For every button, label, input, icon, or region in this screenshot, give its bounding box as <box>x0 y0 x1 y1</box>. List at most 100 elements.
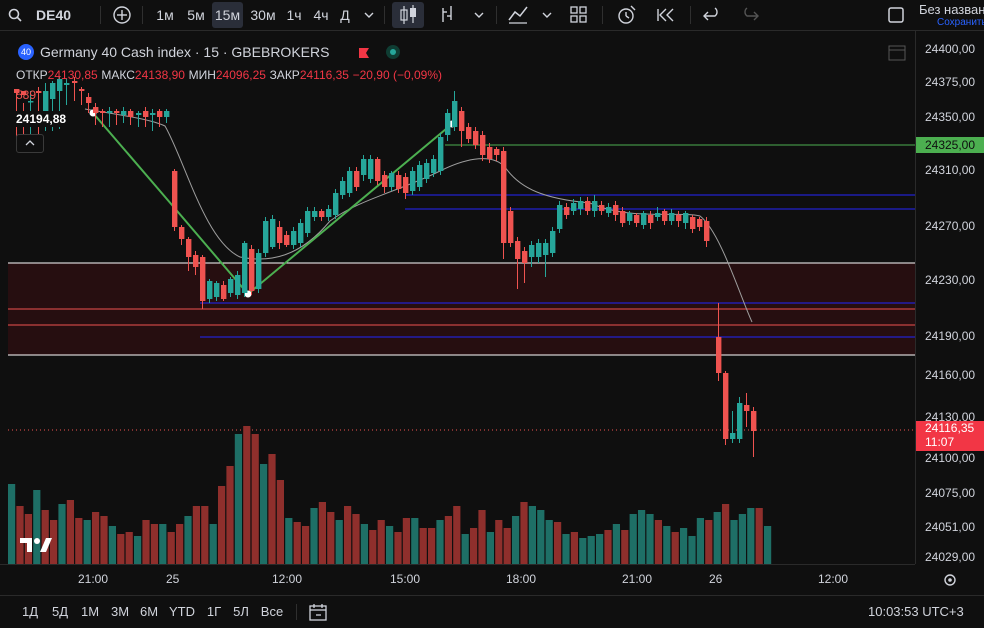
chart-layout-icon[interactable] <box>884 41 910 65</box>
replay-icon[interactable] <box>654 0 678 30</box>
volume-bar <box>612 524 620 564</box>
open-label: ОТКР <box>16 68 48 82</box>
range-all[interactable]: Все <box>260 604 284 619</box>
date-range-calendar-icon[interactable] <box>308 602 328 622</box>
candle-body <box>648 215 654 223</box>
symbol-search[interactable]: DE40 <box>36 7 72 23</box>
volume-bar <box>394 532 402 564</box>
price-tick: 24270,00 <box>925 219 976 233</box>
volume-bar <box>596 534 604 564</box>
candle-body <box>744 405 750 411</box>
candle-body <box>143 111 149 117</box>
interval-1m[interactable]: 1м <box>156 7 174 23</box>
range-1m[interactable]: 1М <box>80 604 100 619</box>
candle-body <box>459 111 465 131</box>
candle-body <box>284 235 290 245</box>
candle-body <box>676 215 682 221</box>
chevron-down-icon[interactable] <box>538 0 556 30</box>
volume-bar <box>671 532 679 564</box>
volume-bar <box>335 520 343 564</box>
symbol-badge: 40 <box>18 44 34 60</box>
candle-body <box>354 171 360 187</box>
candle-body <box>50 83 56 99</box>
volume-bar <box>167 532 175 564</box>
candle-body <box>326 209 332 217</box>
candle-body <box>21 91 27 95</box>
volume-bar <box>302 526 310 564</box>
candle-body <box>445 113 451 135</box>
change-value: −20,90 (−0,09%) <box>352 68 443 82</box>
last-price-value: 24116,35 <box>925 421 975 435</box>
volume-bar <box>360 524 368 564</box>
fullscreen-square-icon[interactable] <box>886 0 906 30</box>
interval-4h[interactable]: 4ч <box>313 7 329 23</box>
candle-body <box>235 275 241 295</box>
high-value: 24138,90 <box>134 68 185 82</box>
range-5y[interactable]: 5Л <box>233 604 249 619</box>
collapse-legend-button[interactable] <box>16 134 44 153</box>
layout-grid-icon[interactable] <box>568 0 590 30</box>
chart-canvas[interactable] <box>0 31 915 564</box>
timezone-clock[interactable]: 10:03:53 UTC+3 <box>868 604 964 619</box>
candles-chart-type-icon[interactable] <box>392 2 424 28</box>
range-5d[interactable]: 5Д <box>51 604 69 619</box>
indicators-icon[interactable] <box>506 0 530 30</box>
save-status[interactable]: Сохранить <box>937 17 984 28</box>
candle-body <box>214 283 220 297</box>
layout-name[interactable]: Без назван <box>919 2 984 17</box>
time-label: 18:00 <box>506 572 537 586</box>
volume-bar <box>495 520 503 564</box>
chevron-down-icon[interactable] <box>360 0 378 30</box>
chart-pane[interactable]: 40 Germany 40 Cash index · 15 · GBEBROKE… <box>0 31 915 564</box>
alert-clock-icon[interactable] <box>614 0 638 30</box>
interval-5m[interactable]: 5м <box>187 7 205 23</box>
volume-bar <box>33 490 41 564</box>
volume-bar <box>696 518 704 564</box>
bars-chart-type-icon[interactable] <box>436 0 458 30</box>
candle-body <box>501 151 507 243</box>
redo-icon[interactable] <box>738 0 762 30</box>
top-toolbar: DE40 1м 5м 15м 30м 1ч 4ч Д <box>0 0 984 31</box>
interval-day[interactable]: Д <box>340 7 350 23</box>
candle-body <box>410 171 416 191</box>
undo-icon[interactable] <box>700 0 724 30</box>
price-axis[interactable]: 24400,00 24375,00 24350,00 24310,00 24270,00… <box>888 31 984 564</box>
trend-drawing <box>92 112 453 296</box>
candle-body <box>72 81 78 83</box>
market-closed-flag-icon <box>358 47 370 59</box>
volume-bar <box>201 506 209 564</box>
candle-body <box>473 131 479 145</box>
candle-body <box>298 223 304 243</box>
candle-body <box>662 211 668 221</box>
range-3m[interactable]: 3М <box>110 604 130 619</box>
search-icon[interactable] <box>8 0 22 30</box>
volume-bar <box>344 506 352 564</box>
range-6m[interactable]: 6М <box>139 604 159 619</box>
range-1y[interactable]: 1Г <box>206 604 222 619</box>
legend-title[interactable]: Germany 40 Cash index · 15 · GBEBROKERS <box>40 44 330 60</box>
volume-bar <box>755 508 763 564</box>
interval-30m[interactable]: 30м <box>250 7 276 23</box>
time-axis[interactable]: 21:00 25 12:00 15:00 18:00 21:00 26 12:0… <box>0 564 915 595</box>
volume-bar <box>276 480 284 564</box>
candle-body <box>655 213 661 217</box>
volume-bar <box>461 534 469 564</box>
interval-1h[interactable]: 1ч <box>286 7 302 23</box>
range-ytd[interactable]: YTD <box>169 604 195 619</box>
candle-body <box>93 107 99 113</box>
volume-bar <box>436 520 444 564</box>
volume-bar <box>486 532 494 564</box>
volume-bar <box>730 520 738 564</box>
volume-bar <box>705 520 713 564</box>
settings-gear-icon[interactable] <box>940 571 960 589</box>
candle-body <box>487 147 493 159</box>
volume-bar <box>58 504 66 564</box>
interval-15m[interactable]: 15м <box>212 2 243 28</box>
chevron-down-icon[interactable] <box>470 0 488 30</box>
candle-body <box>550 231 556 253</box>
candle-body <box>536 243 542 257</box>
price-tick: 24130,00 <box>925 410 976 424</box>
volume-bar <box>554 522 562 564</box>
compare-add-icon[interactable] <box>112 0 132 30</box>
range-1d[interactable]: 1Д <box>21 604 39 619</box>
